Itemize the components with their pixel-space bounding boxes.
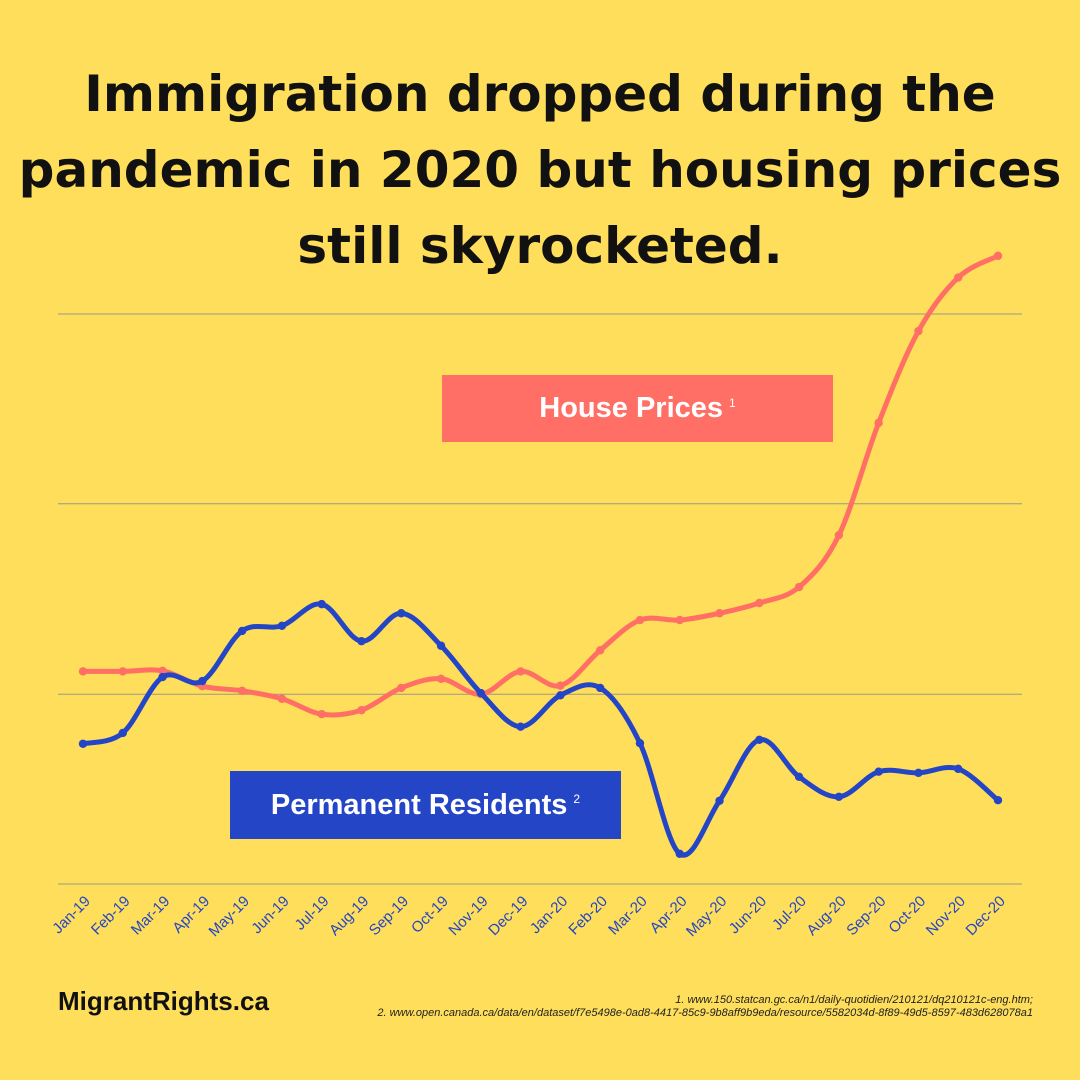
legend-house-prices: House Prices 1: [442, 375, 833, 442]
data-point-house-prices: [635, 615, 645, 625]
chart-title: Immigration dropped during the pandemic …: [18, 65, 1062, 275]
data-point-house-prices: [158, 666, 167, 676]
data-point-house-prices: [397, 683, 406, 693]
data-point-house-prices: [595, 646, 605, 655]
data-point-permanent-residents: [357, 636, 366, 646]
source-2[interactable]: 2. www.open.canada.ca/data/en/dataset/f7…: [377, 1007, 1033, 1019]
legend-pr-label: Permanent Residents: [270, 788, 568, 821]
legend-pr-footnote: 2: [573, 792, 581, 806]
data-point-permanent-residents: [277, 621, 287, 630]
brand-logo-text: MigrantRights.ca: [58, 986, 269, 1016]
data-point-permanent-residents: [794, 772, 804, 782]
data-point-permanent-residents: [516, 722, 525, 731]
data-point-permanent-residents: [237, 626, 247, 636]
data-point-house-prices: [357, 705, 366, 715]
data-point-house-prices: [118, 667, 127, 676]
x-tick-label: Jan-19: [49, 893, 93, 937]
data-point-house-prices: [914, 326, 923, 336]
grid: [58, 313, 1022, 885]
x-tick-label: Feb-20: [565, 893, 611, 939]
data-point-permanent-residents: [317, 599, 326, 609]
data-point-house-prices: [556, 681, 565, 690]
data-point-permanent-residents: [755, 735, 764, 744]
data-point-house-prices: [317, 709, 326, 719]
series-line-house-prices: [80, 253, 1001, 718]
sources-footnote: 1. www.150.statcan.gc.ca/n1/daily-quotid…: [377, 994, 1033, 1020]
data-point-permanent-residents: [954, 764, 963, 774]
data-point-house-prices: [277, 694, 287, 703]
legend-house-footnote: 1: [729, 395, 736, 410]
legend-house-label: House Prices: [539, 392, 724, 424]
data-point-house-prices: [237, 686, 247, 695]
x-tick-label: Mar-19: [128, 893, 174, 939]
x-tick-label: Sep-19: [366, 893, 412, 939]
x-tick-label: May-20: [683, 893, 730, 940]
x-tick-label: Mar-20: [605, 893, 651, 939]
x-tick-label: Jun-20: [726, 893, 770, 937]
data-point-permanent-residents: [158, 672, 167, 682]
data-point-permanent-residents: [595, 683, 605, 693]
data-point-house-prices: [78, 667, 88, 676]
data-point-permanent-residents: [436, 641, 446, 650]
data-point-permanent-residents: [993, 796, 1003, 805]
data-point-permanent-residents: [556, 691, 565, 700]
data-point-permanent-residents: [397, 609, 406, 618]
x-tick-label: Oct-20: [885, 893, 929, 937]
series-lines: [78, 251, 1003, 858]
x-tick-label: Nov-19: [445, 893, 491, 939]
data-point-house-prices: [993, 251, 1003, 261]
data-point-permanent-residents: [715, 796, 724, 805]
data-point-house-prices: [794, 582, 804, 592]
data-point-house-prices: [715, 609, 724, 618]
data-point-house-prices: [834, 530, 844, 540]
x-tick-label: Nov-20: [923, 893, 969, 939]
data-point-house-prices: [954, 273, 963, 282]
data-point-permanent-residents: [874, 767, 883, 776]
data-point-house-prices: [755, 598, 764, 608]
data-point-permanent-residents: [118, 728, 127, 738]
data-point-permanent-residents: [198, 676, 207, 686]
x-tick-label: Aug-19: [326, 893, 372, 939]
data-point-permanent-residents: [476, 688, 486, 698]
x-tick-label: May-19: [206, 893, 253, 940]
x-tick-label: Sep-20: [843, 893, 889, 939]
source-1: 1. www.150.statcan.gc.ca/n1/daily-quotid…: [675, 994, 1033, 1006]
data-point-house-prices: [436, 674, 446, 683]
data-point-permanent-residents: [914, 768, 923, 778]
x-tick-label: Dec-20: [963, 893, 1009, 939]
data-point-house-prices: [874, 418, 883, 428]
x-tick-label: Feb-19: [88, 893, 134, 939]
data-point-permanent-residents: [675, 849, 684, 858]
x-axis-ticks: Jan-19Feb-19Mar-19Apr-19May-19Jun-19Jul-…: [49, 893, 1008, 940]
data-point-permanent-residents: [635, 739, 645, 748]
x-tick-label: Jan-20: [527, 893, 571, 937]
data-point-house-prices: [675, 615, 684, 625]
legend-permanent-residents: Permanent Residents 2: [230, 771, 621, 839]
x-tick-label: Dec-19: [485, 893, 531, 939]
x-tick-label: Aug-20: [803, 893, 849, 939]
x-tick-label: Jun-19: [248, 893, 292, 937]
data-point-permanent-residents: [78, 739, 88, 748]
x-tick-label: Oct-19: [408, 893, 452, 937]
data-point-house-prices: [516, 667, 525, 676]
data-point-permanent-residents: [834, 792, 844, 801]
